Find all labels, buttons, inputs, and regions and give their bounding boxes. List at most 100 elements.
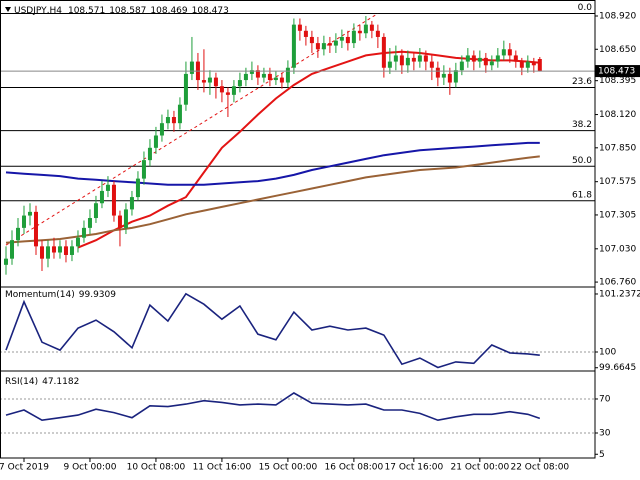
x-tick-label: 22 Oct 08:00 <box>510 463 569 473</box>
candle-body <box>507 49 512 56</box>
candle-body <box>519 61 524 68</box>
y-tick-label: 108.650 <box>599 45 636 55</box>
candle-body <box>369 24 374 31</box>
candle-body <box>249 70 254 74</box>
candle-body <box>159 123 164 136</box>
candle-body <box>219 86 224 93</box>
candle-body <box>411 57 416 62</box>
price-tag <box>595 65 640 78</box>
candle-body <box>231 86 236 95</box>
candle-body <box>333 40 338 46</box>
candle-body <box>135 178 140 198</box>
candle-body <box>99 190 104 204</box>
low-value: 108.469 <box>150 6 187 16</box>
candle-body <box>75 237 80 247</box>
chart-header: USDJPY,H4 108.571 108.587 108.469 108.473 <box>14 6 229 16</box>
high-value: 108.587 <box>109 6 146 16</box>
y-tick-label: 5 <box>599 450 605 460</box>
fib-trendline <box>5 13 379 246</box>
x-tick-label: 11 Oct 16:00 <box>193 463 252 473</box>
candle-body <box>375 30 380 37</box>
candle-body <box>153 135 158 148</box>
candle-body <box>3 258 8 265</box>
y-tick-label: 106.760 <box>599 278 636 288</box>
candle-body <box>453 70 458 83</box>
menu-icon[interactable] <box>5 7 11 12</box>
x-tick-label: 21 Oct 00:00 <box>451 463 510 473</box>
x-tick-label: 7 Oct 2019 <box>0 463 49 473</box>
candle-body <box>33 211 38 247</box>
candle-body <box>291 24 296 68</box>
candle-body <box>171 117 176 124</box>
moving-average <box>5 141 540 186</box>
frame <box>0 0 596 459</box>
candle-body <box>381 36 386 68</box>
candle-body <box>105 184 110 191</box>
candle-body <box>327 43 332 46</box>
x-tick-label: 17 Oct 16:00 <box>385 463 444 473</box>
candle-body <box>261 73 266 78</box>
candle-body <box>81 227 86 238</box>
candle-body <box>255 70 260 78</box>
chart-title: USDJPY,H4 <box>14 6 62 16</box>
x-tick-label: 15 Oct 00:00 <box>259 463 318 473</box>
candle-body <box>459 61 464 71</box>
indicator-line <box>5 392 541 422</box>
candle-body <box>537 59 542 72</box>
candle-body <box>435 67 440 78</box>
rsi-value: 47.1182 <box>42 377 79 387</box>
y-tick-label: 107.850 <box>599 143 636 153</box>
candle-body <box>57 246 62 253</box>
fib-label: 38.2 <box>572 120 592 130</box>
indicator-line <box>5 292 540 369</box>
candle-body <box>39 246 44 259</box>
y-tick-label: 108.920 <box>599 12 636 22</box>
candle-body <box>45 246 50 259</box>
candle-body <box>531 61 536 66</box>
candle-body <box>345 36 350 44</box>
close-value: 108.473 <box>192 6 229 16</box>
candle-body <box>471 55 476 62</box>
candle-body <box>273 77 278 81</box>
candle-body <box>513 55 518 62</box>
momentum-title: Momentum(14) <box>5 290 75 300</box>
candle-body <box>465 55 470 62</box>
momentum-value: 99.9309 <box>79 290 116 300</box>
candle-body <box>183 73 188 105</box>
candle-body <box>279 77 284 83</box>
candle-body <box>423 55 428 62</box>
x-tick-label: 10 Oct 08:00 <box>127 463 186 473</box>
rsi-header: RSI(14) 47.1182 <box>5 377 79 387</box>
candle-body <box>285 67 290 83</box>
candle-body <box>15 227 20 241</box>
y-tick-label: 107.030 <box>599 244 636 254</box>
y-tick-label: 108.120 <box>599 110 636 120</box>
candle-body <box>225 92 230 95</box>
candle-body <box>363 24 368 34</box>
candle-body <box>237 80 242 87</box>
candle-body <box>351 30 356 44</box>
candle-body <box>243 73 248 81</box>
candle-body <box>51 246 56 253</box>
candle-body <box>501 49 506 56</box>
candle-body <box>399 55 404 66</box>
candle-body <box>495 55 500 62</box>
candle-body <box>63 246 68 255</box>
fib-label: 23.6 <box>572 77 592 87</box>
fib-label: 61.8 <box>572 190 592 200</box>
y-tick-label: 100 <box>599 348 616 358</box>
candle-body <box>489 61 494 66</box>
rsi-title: RSI(14) <box>5 377 38 387</box>
price-tag-label: 108.473 <box>598 67 635 77</box>
candle-body <box>357 30 362 34</box>
candle-body <box>177 104 182 124</box>
candle-body <box>387 61 392 68</box>
candle-body <box>447 73 452 83</box>
candle-body <box>525 61 530 68</box>
candle-body <box>9 240 14 259</box>
candle-body <box>405 57 410 66</box>
y-tick-label: 101.2372 <box>599 289 640 299</box>
candle-body <box>267 73 272 81</box>
